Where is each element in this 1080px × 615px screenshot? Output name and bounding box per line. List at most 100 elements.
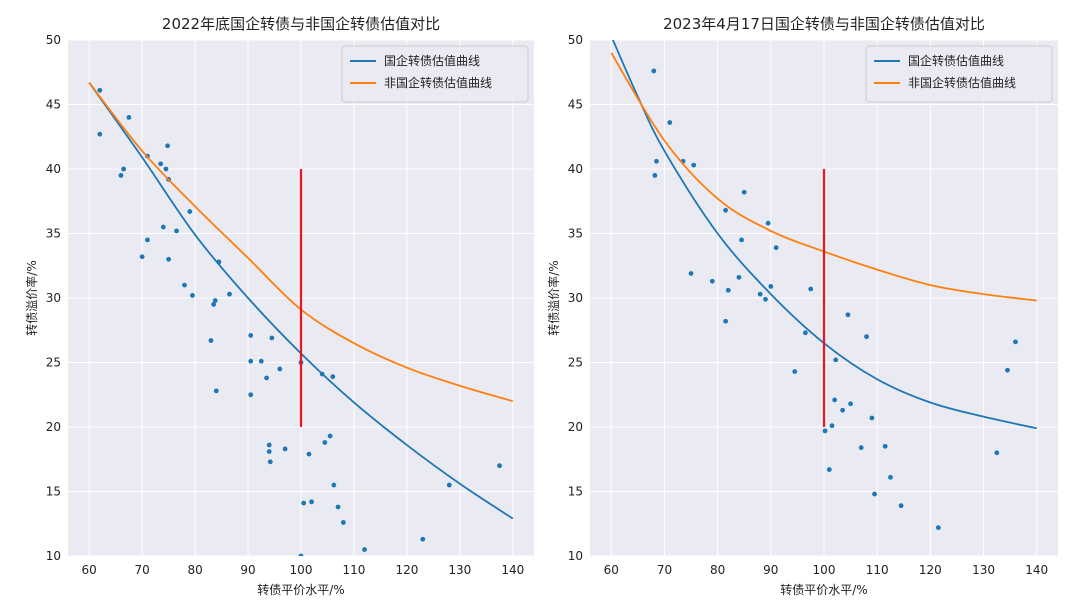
y-tick-label: 25	[568, 356, 583, 370]
y-tick-label: 40	[46, 162, 61, 176]
scatter-point	[736, 274, 742, 280]
scatter-point	[739, 237, 744, 243]
scatter-point	[898, 503, 904, 509]
scatter-point	[248, 358, 254, 364]
x-tick-label: 130	[972, 563, 995, 577]
scatter-point	[763, 296, 768, 302]
scatter-point	[213, 388, 219, 394]
scatter-point	[723, 207, 729, 213]
scatter-point	[872, 491, 877, 497]
x-tick-label: 120	[919, 563, 942, 577]
scatter-point	[691, 162, 697, 168]
scatter-point	[667, 120, 673, 125]
scatter-point	[864, 334, 869, 340]
scatter-point	[826, 467, 832, 472]
scatter-point	[858, 445, 864, 451]
scatter-point	[160, 224, 166, 230]
scatter-point	[741, 189, 747, 195]
x-tick-label: 100	[813, 563, 836, 577]
scatter-point	[651, 68, 657, 74]
scatter-point	[158, 161, 164, 167]
scatter-point	[420, 536, 426, 542]
scatter-point	[282, 446, 288, 452]
x-tick-label: 60	[604, 563, 619, 577]
scatter-point	[126, 115, 132, 120]
scatter-point	[994, 450, 1000, 456]
y-tick-label: 45	[46, 98, 61, 112]
legend-label: 国企转债估值曲线	[384, 53, 480, 68]
scatter-point	[165, 143, 170, 149]
scatter-point	[121, 166, 127, 172]
series-line-2	[610, 52, 1037, 302]
y-axis-label: 转债溢价率/%	[546, 260, 561, 335]
scatter-point	[822, 428, 828, 434]
scatter-point	[833, 357, 839, 363]
x-tick-label: 60	[82, 563, 97, 577]
scatter-point	[446, 482, 452, 488]
scatter-point	[174, 228, 179, 234]
y-tick-label: 30	[568, 291, 583, 305]
scatter-point	[301, 500, 307, 506]
scatter-point	[768, 283, 774, 289]
chart-panel-2: 60 70 80 90 100 110 120 130 140 10 15 20 25 30 35 40 45 5…	[546, 15, 1058, 597]
scatter-point	[258, 358, 264, 364]
scatter-point	[208, 338, 214, 343]
legend-box	[341, 45, 529, 103]
scatter-point	[190, 293, 195, 298]
series-line-1	[88, 82, 514, 520]
scatter-point	[145, 237, 150, 243]
scatter-point	[227, 291, 232, 297]
scatter-point	[840, 407, 846, 413]
x-tick-label: 140	[1025, 563, 1048, 577]
y-tick-label: 10	[568, 549, 583, 563]
y-tick-label: 45	[568, 98, 583, 112]
x-tick-label: 110	[343, 563, 366, 577]
scatter-point	[1005, 367, 1010, 373]
scatter-point	[845, 312, 851, 318]
x-axis-label: 转债平价水平/%	[257, 582, 344, 597]
legend-label: 非国企转债估值曲线	[384, 75, 492, 90]
scatter-point	[97, 87, 103, 93]
series-line-2	[88, 82, 514, 403]
scatter-point	[267, 459, 273, 465]
scatter-point	[248, 333, 254, 338]
y-tick-label: 20	[46, 420, 61, 434]
scatter-point	[935, 525, 941, 531]
y-tick-label: 25	[46, 356, 61, 370]
scatter-point	[888, 474, 893, 480]
scatter-point	[773, 245, 779, 251]
scatter-point	[187, 209, 193, 214]
scatter-point	[808, 286, 814, 292]
x-tick-label: 120	[395, 563, 418, 577]
y-axis-label: 转债溢价率/%	[24, 260, 39, 335]
scatter-point	[1013, 339, 1018, 345]
chart-title: 2022年底国企转债与非国企转债估值对比	[162, 15, 440, 33]
x-tick-label: 70	[657, 563, 672, 577]
legend-label: 非国企转债估值曲线	[908, 75, 1016, 90]
scatter-point	[322, 440, 328, 445]
scatter-point	[248, 392, 254, 398]
x-tick-label: 110	[866, 563, 889, 577]
scatter-point	[327, 433, 333, 439]
scatter-point	[882, 443, 888, 449]
scatter-point	[725, 287, 731, 293]
scatter-point	[266, 442, 272, 448]
chart-title: 2023年4月17日国企转债与非国企转债估值对比	[663, 15, 985, 33]
scatter-point	[309, 499, 314, 505]
chart-panel-1: 60 70 80 90 100 110 120 130 140 10 15 20 25 30 35 40 45 5…	[24, 15, 534, 597]
legend-box	[865, 45, 1053, 103]
scatter-point	[163, 166, 169, 172]
scatter-point	[266, 449, 272, 454]
x-tick-label: 90	[240, 563, 255, 577]
y-tick-label: 35	[568, 227, 583, 241]
y-tick-label: 20	[568, 420, 583, 434]
scatter-point	[832, 397, 838, 403]
scatter-point	[723, 318, 729, 324]
scatter-point	[182, 282, 187, 288]
x-tick-label: 100	[290, 563, 313, 577]
scatter-point	[211, 302, 217, 307]
x-axis-label: 转债平价水平/%	[780, 582, 867, 597]
y-tick-label: 15	[46, 485, 61, 499]
x-tick-label: 130	[448, 563, 471, 577]
